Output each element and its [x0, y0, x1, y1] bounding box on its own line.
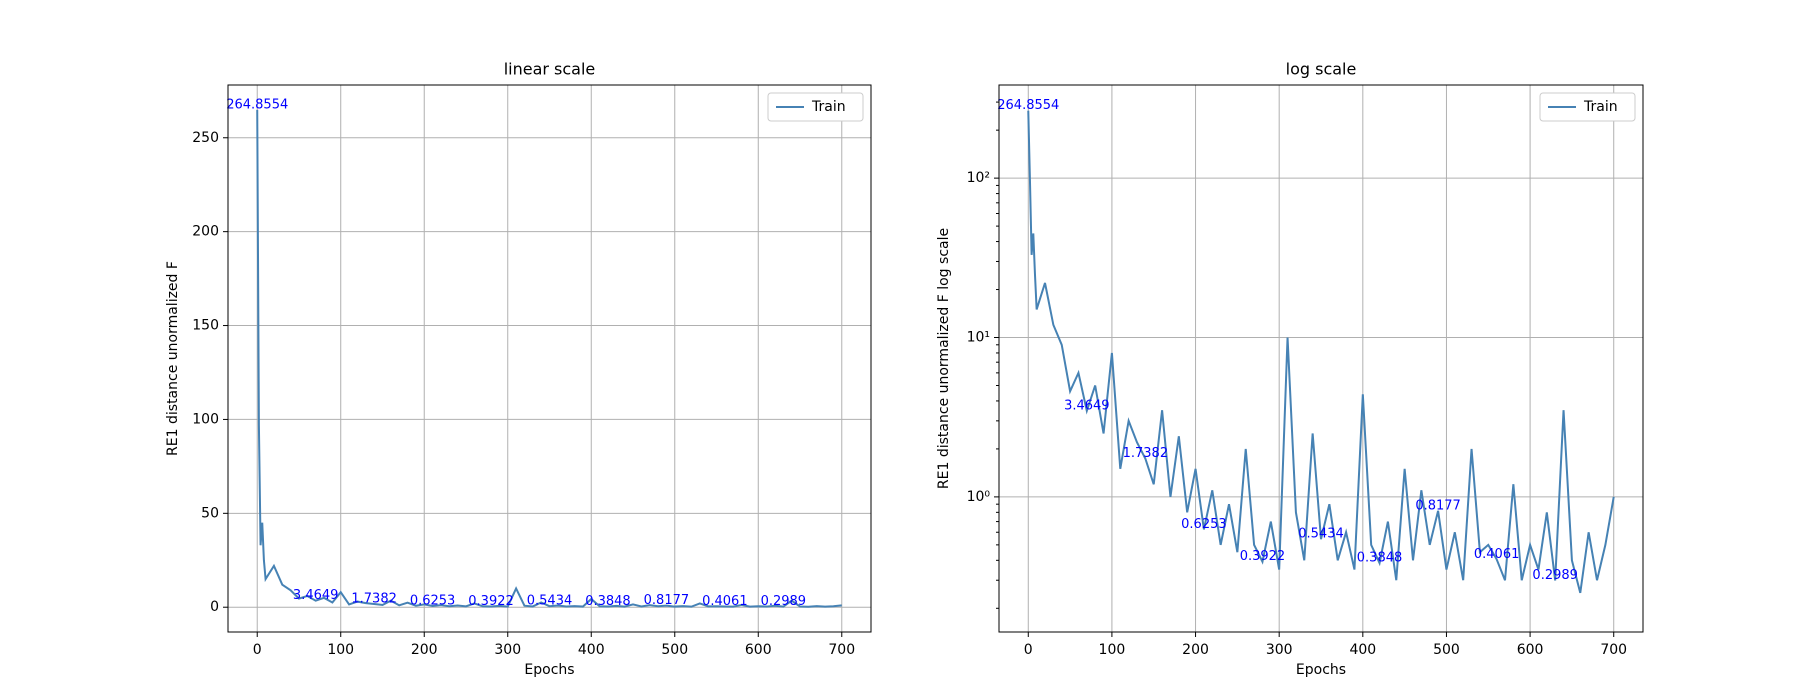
- annotation: 3.4649: [1064, 398, 1110, 413]
- x-tick-label: 100: [1099, 642, 1126, 658]
- subplot: 0 100 200 300 400 500 600 700 10⁰ 10¹ 10² 264.8554 3…: [936, 60, 1644, 678]
- annotation: 0.3922: [468, 594, 514, 609]
- chart-title: log scale: [1286, 60, 1357, 79]
- x-tick-label: 300: [494, 642, 521, 658]
- y-tick-label: 0: [210, 599, 219, 615]
- annotation: 3.4649: [293, 588, 339, 603]
- annotation: 0.6253: [410, 594, 456, 609]
- annotation: 0.5434: [1298, 527, 1344, 542]
- annotation: 0.8177: [1415, 498, 1461, 513]
- annotation: 0.2989: [761, 594, 807, 609]
- axes-frame: [998, 84, 1644, 633]
- x-tick-label: 300: [1266, 642, 1293, 658]
- x-tick-label: 500: [661, 642, 688, 658]
- y-tick-label: 10⁰: [967, 489, 991, 505]
- chart-title: linear scale: [504, 60, 596, 79]
- y-tick-label: 50: [201, 505, 219, 521]
- x-axis-label: Epochs: [524, 662, 574, 678]
- annotation: 0.4061: [702, 594, 748, 609]
- annotation: 0.3848: [585, 594, 631, 609]
- annotation: 0.3848: [1357, 550, 1403, 565]
- axes-frame: [227, 84, 872, 633]
- legend-label: Train: [1583, 99, 1618, 115]
- x-tick-label: 200: [411, 642, 438, 658]
- annotation: 264.8554: [997, 98, 1059, 113]
- annotation: 1.7382: [351, 591, 397, 606]
- annotation: 264.8554: [226, 97, 288, 112]
- annotation: 0.4061: [1474, 547, 1520, 562]
- x-tick-label: 600: [745, 642, 772, 658]
- x-tick-label: 400: [578, 642, 605, 658]
- x-tick-label: 200: [1182, 642, 1209, 658]
- x-tick-label: 0: [1024, 642, 1033, 658]
- legend-box: [767, 92, 864, 122]
- y-tick-label: 10¹: [967, 330, 990, 346]
- annotation: 0.6253: [1181, 517, 1227, 532]
- x-tick-label: 700: [1600, 642, 1627, 658]
- legend-box: [1539, 92, 1636, 122]
- annotation: 0.8177: [644, 593, 690, 608]
- legend-label: Train: [811, 99, 846, 115]
- plot-area: [228, 85, 871, 632]
- x-axis-label: Epochs: [1296, 662, 1346, 678]
- x-tick-label: 0: [253, 642, 262, 658]
- y-tick-label: 150: [192, 318, 219, 334]
- annotation: 0.2989: [1532, 568, 1578, 583]
- line: [256, 109, 842, 608]
- x-tick-label: 700: [828, 642, 855, 658]
- x-tick-label: 500: [1433, 642, 1460, 658]
- annotation: 1.7382: [1123, 446, 1169, 461]
- y-tick-label: 10²: [967, 170, 990, 186]
- plot-area: [999, 85, 1643, 632]
- subplot: 0 100 200 300 400 500 600 700 0 50 100 150 200 250 264…: [165, 60, 872, 678]
- line: [1027, 110, 1615, 594]
- annotation: 0.3922: [1240, 549, 1286, 564]
- annotation: 0.5434: [527, 594, 573, 609]
- y-tick-label: 250: [192, 130, 219, 146]
- x-tick-label: 400: [1349, 642, 1376, 658]
- y-axis-label: RE1 distance unormalized F log scale: [936, 228, 952, 489]
- y-tick-label: 100: [192, 411, 219, 427]
- y-axis-label: RE1 distance unormalized F: [165, 261, 181, 456]
- x-tick-label: 100: [327, 642, 354, 658]
- y-tick-label: 200: [192, 224, 219, 240]
- x-tick-label: 600: [1517, 642, 1544, 658]
